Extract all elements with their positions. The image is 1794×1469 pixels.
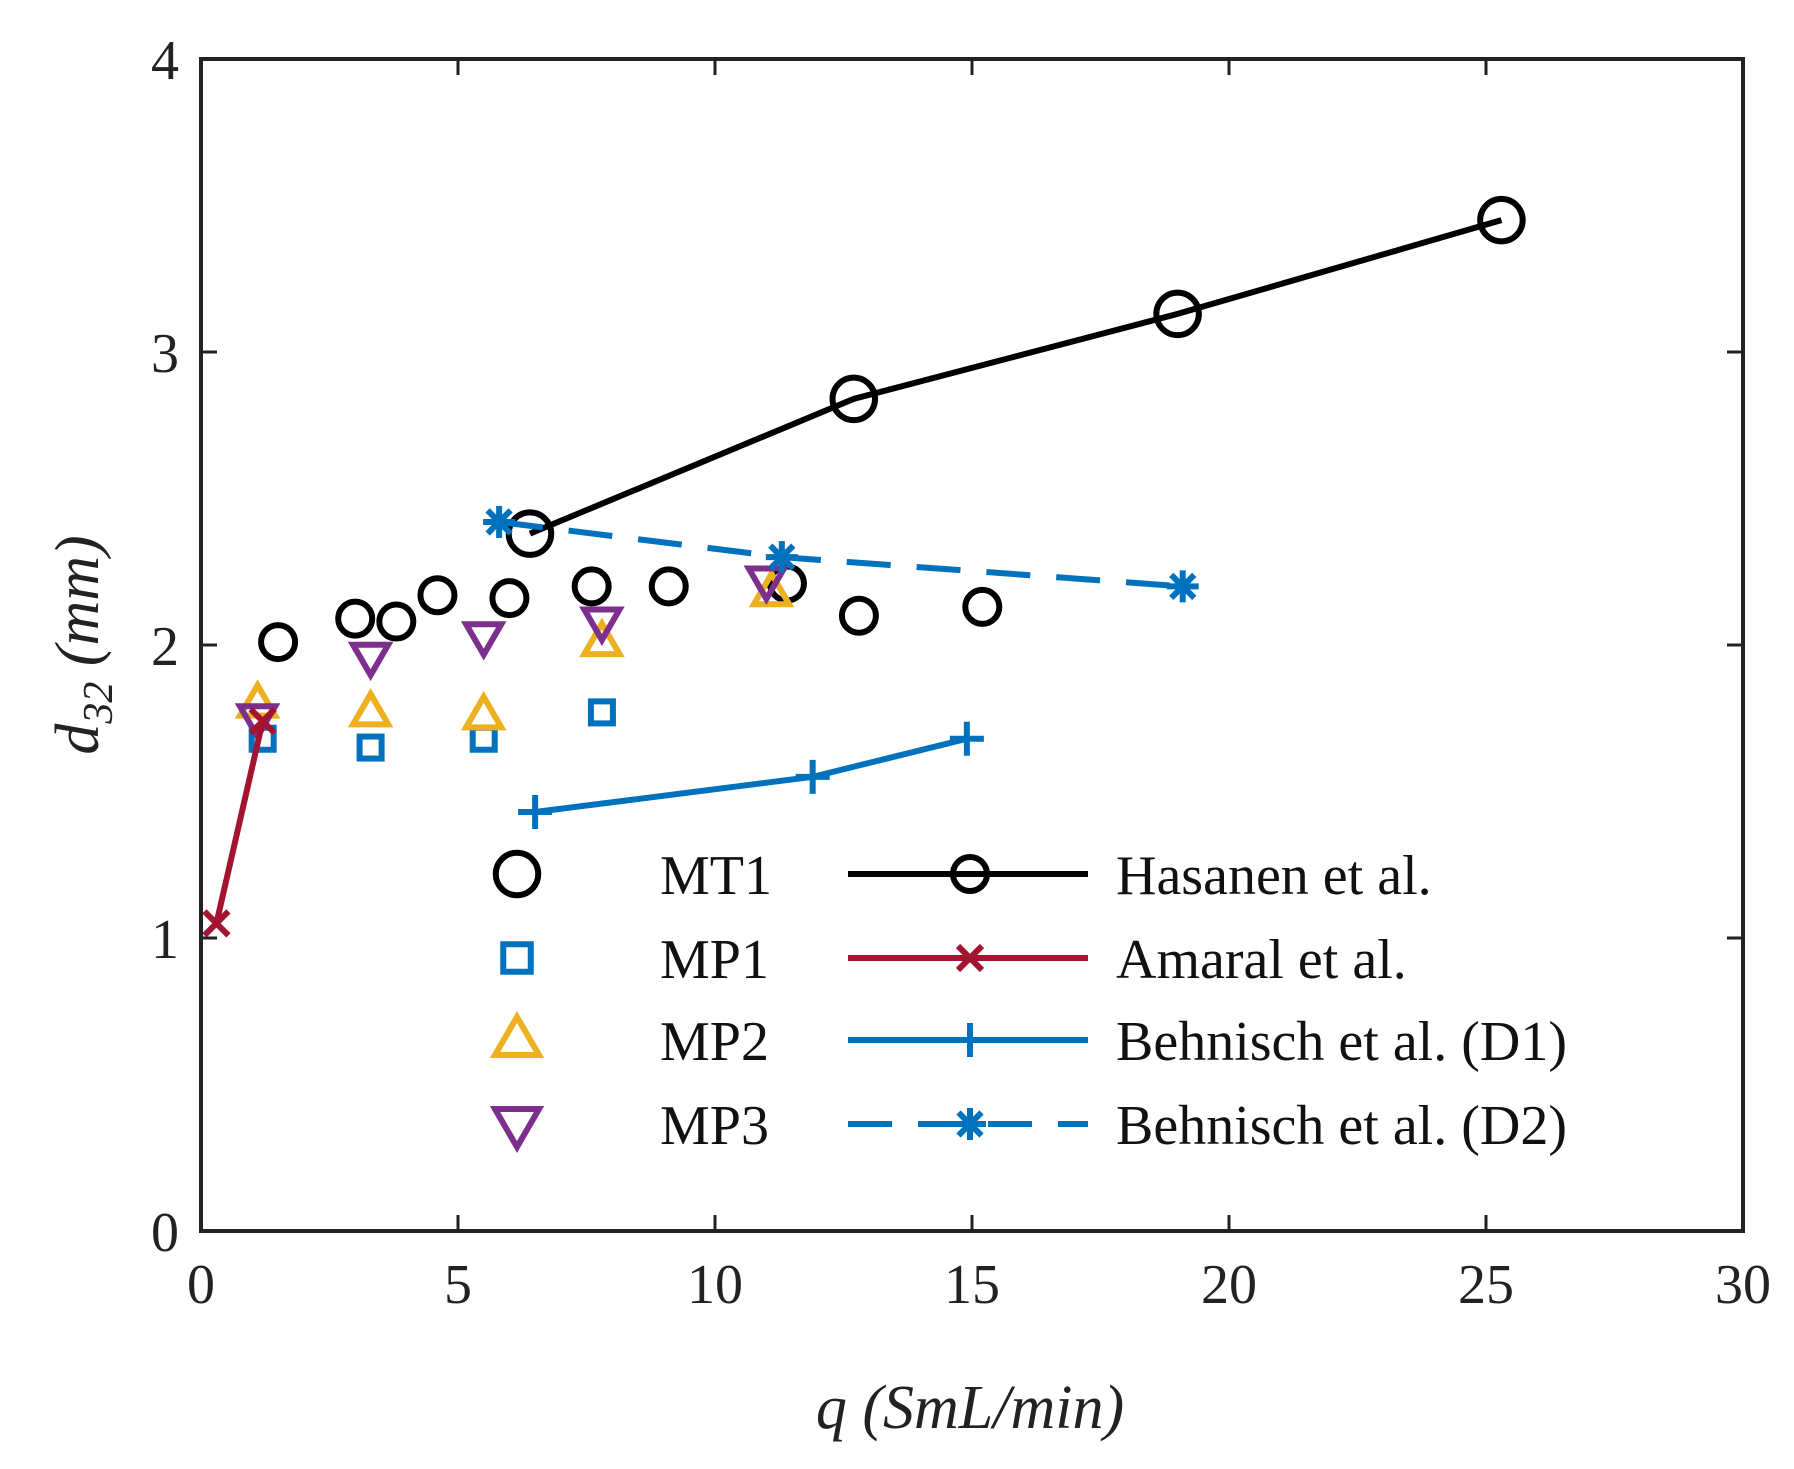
plot-series bbox=[202, 195, 1526, 938]
legend-item-mp1: MP1 bbox=[500, 929, 769, 991]
legend-label: MP2 bbox=[660, 1011, 769, 1073]
data-point bbox=[356, 733, 385, 762]
series-behnisch-et-al-d1 bbox=[518, 721, 984, 830]
tick-labels: 0 5 10 15 20 25 30 0 1 2 3 4 bbox=[151, 30, 1771, 1316]
y-axis-title-main: d bbox=[44, 723, 112, 755]
data-point bbox=[1153, 289, 1202, 339]
plot-area-frame bbox=[199, 57, 1745, 1233]
data-point bbox=[518, 795, 553, 830]
data-point bbox=[587, 698, 616, 727]
legend-item-mp2: MP2 bbox=[489, 1011, 769, 1073]
data-point bbox=[1477, 195, 1526, 245]
legend-marker bbox=[955, 943, 985, 973]
y-tick-label: 1 bbox=[151, 909, 179, 971]
x-tick-label: 20 bbox=[1201, 1254, 1257, 1316]
data-point bbox=[417, 575, 458, 616]
legend-label: Behnisch et al. (D1) bbox=[1116, 1011, 1567, 1073]
data-point bbox=[1166, 570, 1199, 603]
data-point bbox=[579, 617, 625, 658]
data-point bbox=[335, 598, 376, 639]
data-point bbox=[795, 759, 830, 794]
x-tick-label: 25 bbox=[1458, 1254, 1514, 1316]
legend: MT1 MP1 MP2 MP3 Hasanen et al. Amaral et al. B… bbox=[489, 845, 1567, 1157]
legend-item-mt1: MT1 bbox=[492, 845, 772, 907]
legend-marker bbox=[489, 1011, 545, 1058]
series-mt1 bbox=[258, 563, 1003, 663]
legend-item-mp3: MP3 bbox=[489, 1095, 769, 1157]
data-point bbox=[489, 578, 530, 619]
legend-label: Amaral et al. bbox=[1116, 929, 1407, 991]
data-point bbox=[347, 641, 394, 682]
data-point bbox=[765, 541, 798, 574]
data-point bbox=[347, 688, 394, 728]
data-point bbox=[460, 690, 507, 731]
x-tick-label: 10 bbox=[687, 1254, 743, 1316]
legend-label: MP3 bbox=[660, 1095, 769, 1157]
legend-label: MT1 bbox=[660, 845, 772, 907]
legend-marker bbox=[489, 1106, 545, 1153]
data-point bbox=[571, 566, 612, 607]
series-behnisch-et-al-d2 bbox=[483, 505, 1199, 603]
series-line bbox=[213, 720, 266, 925]
data-point bbox=[258, 622, 299, 663]
y-tick-label: 0 bbox=[151, 1202, 179, 1264]
legend-label: Behnisch et al. (D2) bbox=[1116, 1095, 1567, 1157]
data-point bbox=[838, 595, 879, 636]
data-point bbox=[460, 621, 507, 661]
y-axis-title: d32 (mm) bbox=[44, 535, 122, 754]
x-tick-label: 0 bbox=[187, 1254, 215, 1316]
data-point bbox=[376, 601, 417, 642]
data-point bbox=[743, 565, 790, 605]
x-axis-title: q (SmL/min) bbox=[816, 1374, 1124, 1442]
data-point bbox=[949, 721, 984, 756]
legend-marker bbox=[953, 1023, 987, 1057]
data-point bbox=[962, 586, 1003, 627]
legend-item-hasanen-et-al: Hasanen et al. bbox=[848, 845, 1432, 907]
legend-marker bbox=[954, 1108, 986, 1140]
series-amaral-et-al bbox=[202, 707, 277, 938]
x-tick-label: 5 bbox=[444, 1254, 472, 1316]
x-tick-label: 15 bbox=[944, 1254, 1000, 1316]
y-axis-title-subscript: 32 bbox=[76, 682, 122, 725]
data-point bbox=[829, 374, 879, 424]
legend-marker bbox=[950, 854, 990, 894]
legend-label: Hasanen et al. bbox=[1116, 845, 1432, 907]
legend-label: MP1 bbox=[660, 929, 769, 991]
legend-marker bbox=[492, 849, 542, 899]
data-point bbox=[483, 505, 516, 538]
series-hasanen-et-al bbox=[505, 195, 1526, 558]
x-tick-label: 30 bbox=[1715, 1254, 1771, 1316]
data-point bbox=[202, 909, 231, 938]
series-line bbox=[528, 217, 1503, 537]
y-tick-label: 2 bbox=[151, 616, 179, 678]
y-axis-title-unit: (mm) bbox=[44, 535, 112, 681]
y-tick-label: 4 bbox=[151, 30, 179, 92]
data-point bbox=[648, 566, 689, 607]
y-tick-label: 3 bbox=[151, 323, 179, 385]
legend-item-behnisch-et-al-d2: Behnisch et al. (D2) bbox=[848, 1095, 1567, 1157]
data-point bbox=[248, 707, 277, 736]
data-point bbox=[579, 606, 625, 646]
legend-marker bbox=[500, 941, 534, 975]
legend-item-behnisch-et-al-d1: Behnisch et al. (D1) bbox=[848, 1011, 1567, 1073]
legend-item-amaral-et-al: Amaral et al. bbox=[848, 929, 1407, 991]
